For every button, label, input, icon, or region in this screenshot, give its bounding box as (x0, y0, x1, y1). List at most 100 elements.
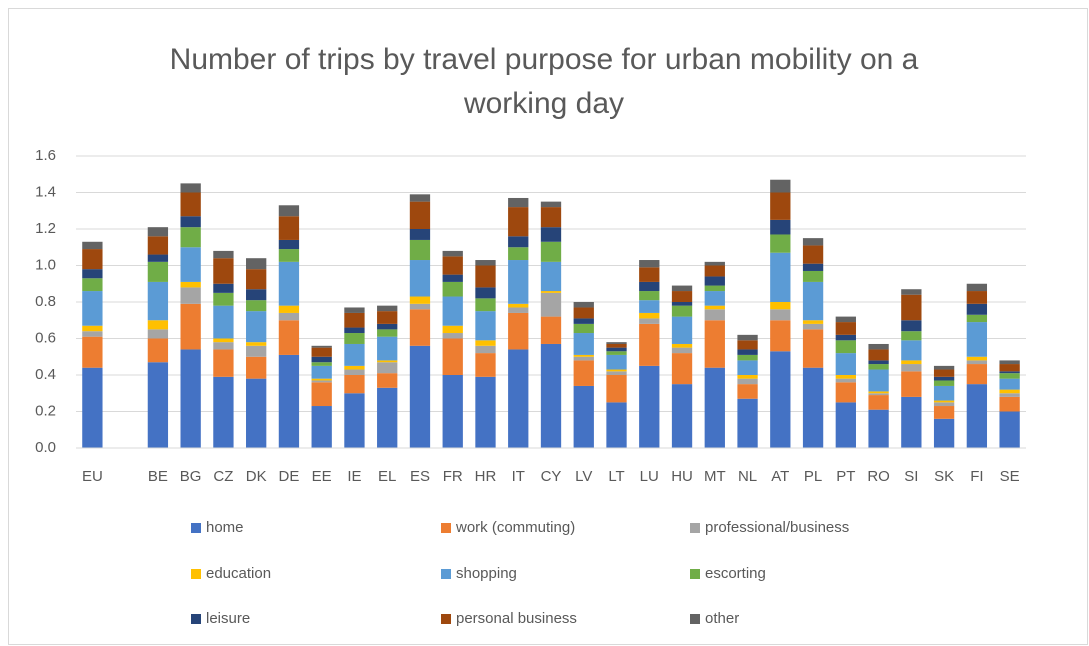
x-tick-label: HU (671, 468, 693, 485)
bar-segment (606, 351, 627, 355)
bar-segment (901, 294, 922, 321)
bar-segment (508, 260, 529, 304)
bar-segment (868, 343, 889, 350)
bar-segment (901, 360, 922, 365)
bar-segment (704, 367, 725, 448)
bar-segment (901, 396, 922, 448)
legend-label: shopping (456, 565, 517, 582)
bar-segment (377, 373, 398, 388)
legend-swatch (690, 614, 700, 624)
bar-segment (704, 320, 725, 368)
legend-label: work (commuting) (455, 519, 575, 536)
bar-segment (508, 312, 529, 350)
bar-segment (147, 254, 169, 262)
bar-segment (409, 201, 431, 229)
bar-segment (704, 291, 725, 306)
y-tick-label: 0.4 (35, 366, 56, 383)
bar-segment (835, 316, 856, 323)
bar-segment (147, 261, 169, 282)
bar-segment (508, 207, 529, 237)
bar-segment (82, 291, 103, 326)
bar-segment (835, 382, 856, 403)
bar-segment (933, 406, 955, 419)
bar-segment (213, 283, 234, 293)
bar-segment (82, 336, 103, 368)
x-tick-label: BG (180, 468, 202, 485)
y-tick-label: 0.2 (35, 402, 56, 419)
bar-segment (573, 356, 594, 361)
bar-segment (377, 329, 398, 337)
x-tick-label: EL (378, 468, 396, 485)
legend-label: education (206, 565, 271, 582)
x-tick-label: PL (804, 468, 822, 485)
bar-segment (999, 371, 1020, 374)
bar-segment (311, 380, 332, 383)
bar-segment (770, 320, 791, 352)
bar-segment (246, 345, 267, 357)
bar-segment (246, 289, 267, 301)
bar-segment (802, 270, 824, 282)
bar-segment (999, 373, 1020, 379)
bar-segment (639, 260, 660, 268)
bar-segment (442, 274, 463, 282)
bar-segment (147, 227, 169, 237)
bar-segment (901, 331, 922, 341)
bar-segment (835, 334, 856, 341)
bar-segment (508, 307, 529, 313)
bar-segment (213, 349, 234, 377)
bar-segment (966, 291, 988, 304)
x-tick-label: NL (738, 468, 757, 485)
x-tick-label: EE (312, 468, 332, 485)
bar-segment (671, 291, 693, 302)
bar-segment (999, 393, 1020, 397)
bar-segment (180, 287, 201, 304)
bar-segment (573, 354, 594, 357)
bar-segment (606, 342, 627, 344)
bar-segment (147, 236, 169, 255)
bar-segment (966, 360, 988, 365)
bar-segment (442, 375, 463, 448)
bar-segment (246, 356, 267, 379)
bar-segment (409, 345, 431, 448)
bar-segment (82, 278, 103, 292)
legend-swatch (441, 614, 451, 624)
bar-segment (377, 336, 398, 361)
bar-segment (966, 322, 988, 357)
legend-swatch (441, 569, 451, 579)
bar-segment (344, 312, 365, 328)
bar-segment (278, 305, 300, 313)
bar-segment (246, 342, 267, 346)
bar-segment (606, 375, 627, 403)
bar-segment (573, 307, 594, 319)
bar-segment (508, 349, 529, 448)
bar-segment (639, 323, 660, 366)
bar-segment (278, 249, 300, 262)
bar-segment (737, 340, 758, 350)
bar-segment (933, 418, 955, 448)
bar-segment (344, 343, 365, 366)
y-tick-label: 0.8 (35, 293, 56, 310)
bar-segment (606, 354, 627, 370)
bar-segment (311, 378, 332, 381)
bar-segment (409, 260, 431, 297)
bar-segment (868, 391, 889, 394)
bar-segment (540, 207, 562, 228)
bar-segment (802, 245, 824, 264)
bar-segment (671, 343, 693, 348)
bar-segment (475, 376, 496, 448)
bar-segment (802, 281, 824, 321)
bar-segment (933, 380, 955, 386)
bar-segment (311, 356, 332, 363)
chart-title: Number of trips by travel purpose for ur… (169, 43, 919, 120)
bar-segment (311, 347, 332, 357)
bar-segment (671, 305, 693, 317)
bar-segment (409, 194, 431, 202)
bar-segment (508, 236, 529, 248)
bar-segment (409, 303, 431, 310)
bar-segment (508, 197, 529, 208)
y-tick-label: 1.0 (35, 256, 56, 273)
x-tick-label: PT (836, 468, 855, 485)
bar-segment (213, 292, 234, 306)
bar-segment (278, 261, 300, 306)
legend-label: leisure (206, 610, 250, 627)
